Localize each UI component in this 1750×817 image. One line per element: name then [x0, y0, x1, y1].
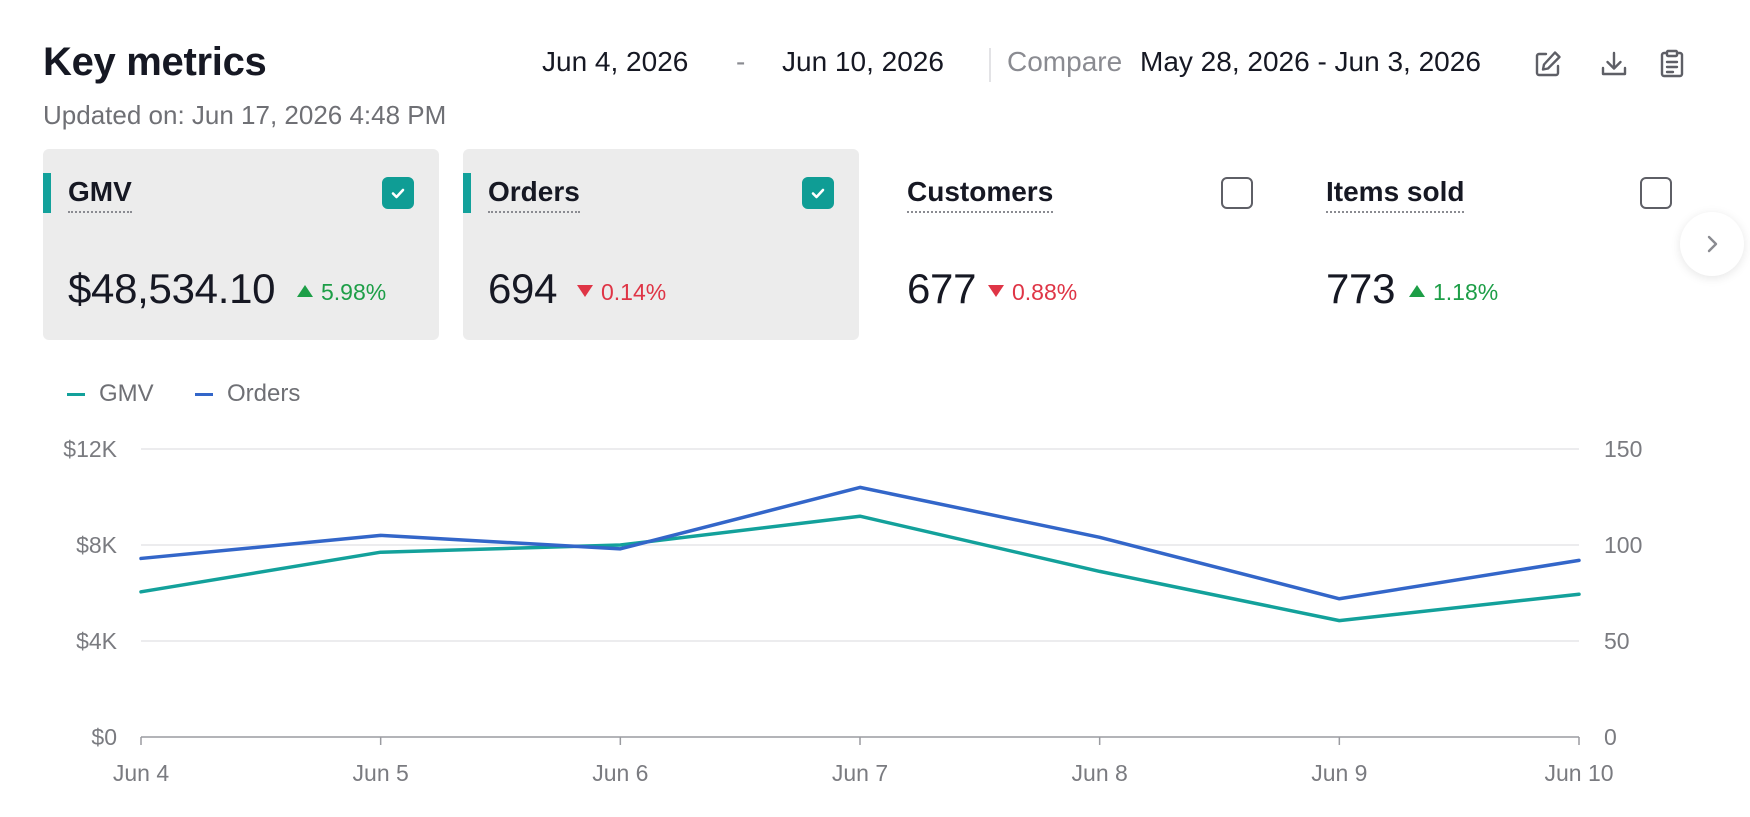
metric-checkbox[interactable]: [1640, 177, 1672, 209]
metric-card-customers[interactable]: Customers 677 0.88%: [882, 149, 1278, 340]
checkmark-icon: [391, 188, 405, 199]
x-tick-label: Jun 5: [353, 760, 409, 786]
up-arrow-icon: [297, 285, 313, 297]
header-divider: [989, 48, 991, 82]
y-left-tick-label: $0: [91, 724, 117, 750]
card-selected-bar: [463, 173, 471, 213]
legend-swatch: [67, 393, 85, 397]
legend-label: GMV: [99, 380, 154, 407]
edit-icon[interactable]: [1532, 48, 1564, 80]
x-tick-label: Jun 9: [1311, 760, 1367, 786]
next-metrics-button[interactable]: [1680, 212, 1744, 276]
metric-delta-value: 1.18%: [1433, 279, 1499, 305]
y-right-tick-label: 50: [1604, 628, 1630, 654]
x-tick-label: Jun 4: [113, 760, 169, 786]
y-right-tick-label: 150: [1604, 436, 1642, 462]
date-range-separator: -: [736, 46, 746, 77]
compare-date-range[interactable]: May 28, 2026 - Jun 3, 2026: [1140, 46, 1481, 77]
x-tick-label: Jun 10: [1544, 760, 1613, 786]
legend-label: Orders: [227, 380, 301, 407]
metric-delta: 1.18%: [1409, 279, 1498, 306]
metric-value: 773: [1326, 265, 1396, 312]
page-title: Key metrics: [43, 40, 267, 84]
clipboard-icon[interactable]: [1656, 48, 1688, 80]
down-arrow-icon: [577, 285, 593, 297]
metric-delta-value: 0.88%: [1012, 279, 1078, 305]
compare-label: Compare: [1007, 46, 1123, 77]
x-tick-label: Jun 8: [1072, 760, 1128, 786]
series-line-gmv: [139, 514, 1581, 623]
metric-delta-value: 5.98%: [321, 279, 387, 305]
date-range-end[interactable]: Jun 10, 2026: [782, 46, 944, 77]
y-right-tick-label: 0: [1604, 724, 1617, 750]
x-tick-label: Jun 6: [592, 760, 648, 786]
legend-item-gmv[interactable]: GMV: [67, 380, 154, 408]
metric-delta-value: 0.14%: [601, 279, 667, 305]
y-left-tick-label: $12K: [63, 436, 117, 462]
metric-checkbox[interactable]: [382, 177, 414, 209]
chevron-right-icon: [1707, 235, 1718, 253]
checkmark-icon: [811, 188, 825, 199]
metric-delta: 0.88%: [988, 279, 1077, 306]
metric-card-gmv[interactable]: GMV $48,534.10 5.98%: [43, 149, 439, 340]
metric-checkbox[interactable]: [1221, 177, 1253, 209]
updated-timestamp: Updated on: Jun 17, 2026 4:48 PM: [43, 100, 447, 130]
metric-label: Items sold: [1326, 177, 1465, 213]
download-icon[interactable]: [1598, 48, 1630, 80]
metric-label: Customers: [907, 177, 1054, 213]
metric-delta: 5.98%: [297, 279, 386, 306]
metric-checkbox[interactable]: [802, 177, 834, 209]
up-arrow-icon: [1409, 285, 1425, 297]
y-right-tick-label: 100: [1604, 532, 1642, 558]
metric-label: GMV: [68, 177, 132, 213]
metric-delta: 0.14%: [577, 279, 666, 306]
legend-swatch: [195, 393, 213, 397]
down-arrow-icon: [988, 285, 1004, 297]
legend-item-orders[interactable]: Orders: [195, 380, 300, 408]
date-range-start[interactable]: Jun 4, 2026: [542, 46, 689, 77]
metric-value: $48,534.10: [68, 265, 276, 312]
line-chart: $0 $4K $8K $12K 0 50 100 150 Jun 4 Jun 5 Jun 6 Jun …: [63, 436, 1642, 786]
y-left-tick-label: $4K: [76, 628, 118, 654]
metric-card-orders[interactable]: Orders 694 0.14%: [463, 149, 859, 340]
metric-value: 694: [488, 265, 558, 312]
metric-value: 677: [907, 265, 977, 312]
series-line-orders: [139, 485, 1581, 601]
card-selected-bar: [43, 173, 51, 213]
metric-card-items-sold[interactable]: Items sold 773 1.18%: [1301, 149, 1697, 340]
metric-label: Orders: [488, 177, 580, 213]
x-tick-label: Jun 7: [832, 760, 888, 786]
y-left-tick-label: $8K: [76, 532, 118, 558]
